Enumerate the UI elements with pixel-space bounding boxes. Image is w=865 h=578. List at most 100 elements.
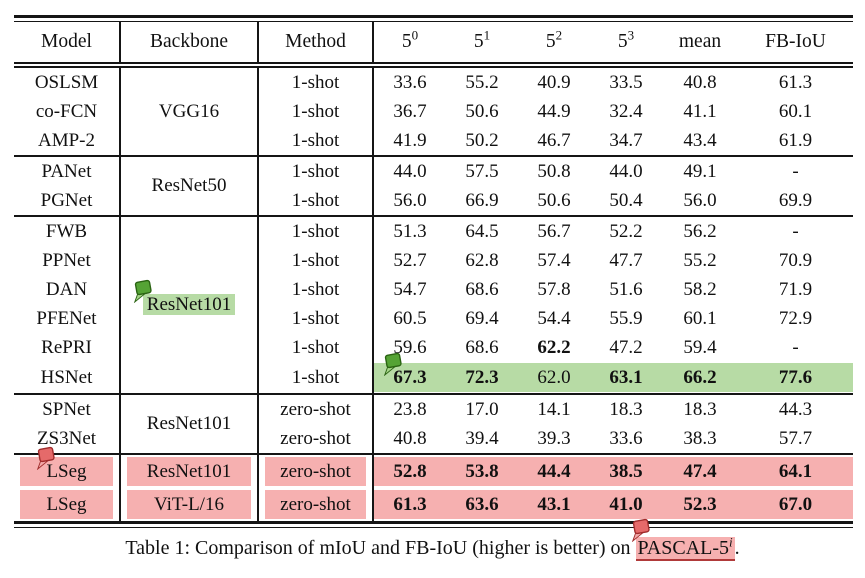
table-bottom-rule	[14, 521, 853, 528]
column-header: Model	[14, 22, 121, 68]
cell-score: 62.2	[537, 336, 571, 358]
table-header: Model Backbone Method 50 51 52 53 mean FB-IoU	[14, 22, 853, 68]
cell-score: 72.3	[446, 362, 518, 394]
cell-score: 50.2	[465, 129, 499, 151]
table-row: PGNet 1-shot 56.0 66.9 50.6 50.4 56.0 69.9	[14, 186, 853, 216]
table-row: OSLSM VGG16 1-shot 33.6 55.2 40.9 33.5 40.8 61.3	[14, 65, 853, 156]
cell-score: 57.8	[537, 278, 571, 300]
cell-method: 1-shot	[258, 65, 374, 97]
cell-score: 43.4	[683, 129, 717, 151]
cell-score: 50.6	[537, 189, 571, 211]
cell-score: 50.4	[609, 189, 643, 211]
results-table: Model Backbone Method 50 51 52 53 mean FB-IoU OS…	[14, 22, 853, 521]
cell-method: 1-shot	[258, 246, 374, 275]
cell-score: 41.1	[683, 100, 717, 122]
cell-model: OSLSM	[14, 65, 121, 97]
cell-score: 47.4	[662, 453, 738, 488]
cell-score: 43.1	[518, 488, 590, 521]
column-header: 52	[518, 22, 590, 68]
cell-score: 56.7	[518, 215, 590, 246]
cell-score: 50.6	[465, 100, 499, 122]
cell-score: 18.3	[590, 393, 662, 424]
cell-score: 67.0	[738, 488, 853, 521]
cell-score: -	[738, 215, 853, 246]
cell-score: 38.3	[683, 427, 717, 449]
cell-score: 33.6	[393, 71, 427, 93]
cell-score: 18.3	[662, 393, 738, 424]
caption-highlight-pascal: PASCAL-5i	[631, 518, 735, 561]
cell-score: 61.9	[778, 129, 813, 151]
column-header: Backbone	[120, 22, 259, 68]
cell-score: 40.8	[393, 427, 427, 449]
column-header: 51	[446, 22, 518, 68]
cell-backbone: VGG16	[120, 65, 259, 156]
cell-score: -	[792, 336, 799, 358]
cell-score: 60.1	[683, 307, 717, 329]
cell-model: FWB	[14, 215, 121, 246]
table-row: DAN 1-shot 54.7 68.6 57.8 51.6 58.2 71.9	[14, 275, 853, 304]
table-caption: Table 1: Comparison of mIoU and FB-IoU (…	[0, 518, 865, 561]
cell-method: 1-shot	[258, 275, 374, 304]
cell-score: 47.2	[609, 336, 643, 358]
cell-model: SPNet	[14, 393, 121, 424]
table-row: PFENet 1-shot 60.5 69.4 54.4 55.9 60.1 72.9	[14, 304, 853, 333]
cell-score: 23.8	[373, 393, 446, 424]
model-label: LSeg	[37, 446, 87, 482]
table-row: ZS3Net zero-shot 40.8 39.4 39.3 33.6 38.3 57.7	[14, 424, 853, 454]
cell-model: PFENet	[14, 304, 121, 333]
cell-score: 39.3	[537, 427, 571, 449]
table-row: SPNet ResNet101 zero-shot 23.8 17.0 14.1 18.3 1…	[14, 393, 853, 454]
cell-backbone: ResNet50	[120, 155, 259, 216]
cell-method: zero-shot	[258, 393, 374, 424]
cell-score: 44.0	[590, 155, 662, 186]
table-row: PANet ResNet50 1-shot 44.0 57.5 50.8 44.0 49.1-	[14, 155, 853, 216]
cell-model: LSeg	[14, 446, 121, 488]
header-row: Model Backbone Method 50 51 52 53 mean FB-IoU	[14, 22, 853, 68]
cell-method: 1-shot	[258, 304, 374, 333]
cell-score: 66.2	[662, 362, 738, 394]
cell-score: 55.2	[465, 71, 499, 93]
cell-score: 57.5	[446, 155, 518, 186]
cell-score: 44.4	[518, 453, 590, 488]
cell-score: 58.2	[683, 278, 717, 300]
cell-score: 41.0	[590, 488, 662, 521]
cell-model: PPNet	[14, 246, 121, 275]
cell-score: 67.3	[373, 352, 446, 394]
cell-score: 60.1	[778, 100, 813, 122]
cell-score: 64.1	[738, 453, 853, 488]
annotation-flag-icon	[37, 446, 56, 470]
cell-model: co-FCN	[14, 97, 121, 126]
cell-score: 46.7	[537, 129, 571, 151]
cell-method: zero-shot	[258, 488, 374, 521]
cell-score: 56.2	[662, 215, 738, 246]
cell-score: 64.5	[446, 215, 518, 246]
cell-score: 57.4	[537, 249, 571, 271]
cell-backbone: ResNet101	[120, 215, 259, 394]
cell-model: HSNet	[14, 362, 121, 394]
cell-score: 62.8	[465, 249, 499, 271]
cell-method: 1-shot	[258, 333, 374, 362]
annotation-flag-icon	[133, 279, 152, 303]
cell-score: 63.1	[590, 362, 662, 394]
cell-score: 14.1	[518, 393, 590, 424]
cell-score: 49.1	[662, 155, 738, 186]
results-table-container: Model Backbone Method 50 51 52 53 mean FB-IoU OS…	[14, 15, 853, 528]
column-header: Method	[258, 22, 374, 68]
cell-score: 52.3	[662, 488, 738, 521]
cell-score: 71.9	[778, 278, 813, 300]
cell-score: 62.0	[518, 362, 590, 394]
table-row: RePRI 1-shot 59.6 68.6 62.2 47.2 59.4 -	[14, 333, 853, 362]
cell-score: 52.7	[393, 249, 427, 271]
cell-score: 56.0	[683, 189, 717, 211]
cell-score: 53.8	[446, 453, 518, 488]
cell-score: 36.7	[393, 100, 427, 122]
cell-method: 1-shot	[258, 215, 374, 246]
cell-score: 38.5	[590, 453, 662, 488]
cell-score: 72.9	[778, 307, 813, 329]
cell-score: 61.3	[373, 488, 446, 521]
cell-method: 1-shot	[258, 362, 374, 394]
cell-score: 41.9	[393, 129, 427, 151]
cell-model: LSeg	[14, 488, 121, 521]
table-top-rule	[14, 15, 853, 22]
cell-score: 57.7	[778, 427, 813, 449]
